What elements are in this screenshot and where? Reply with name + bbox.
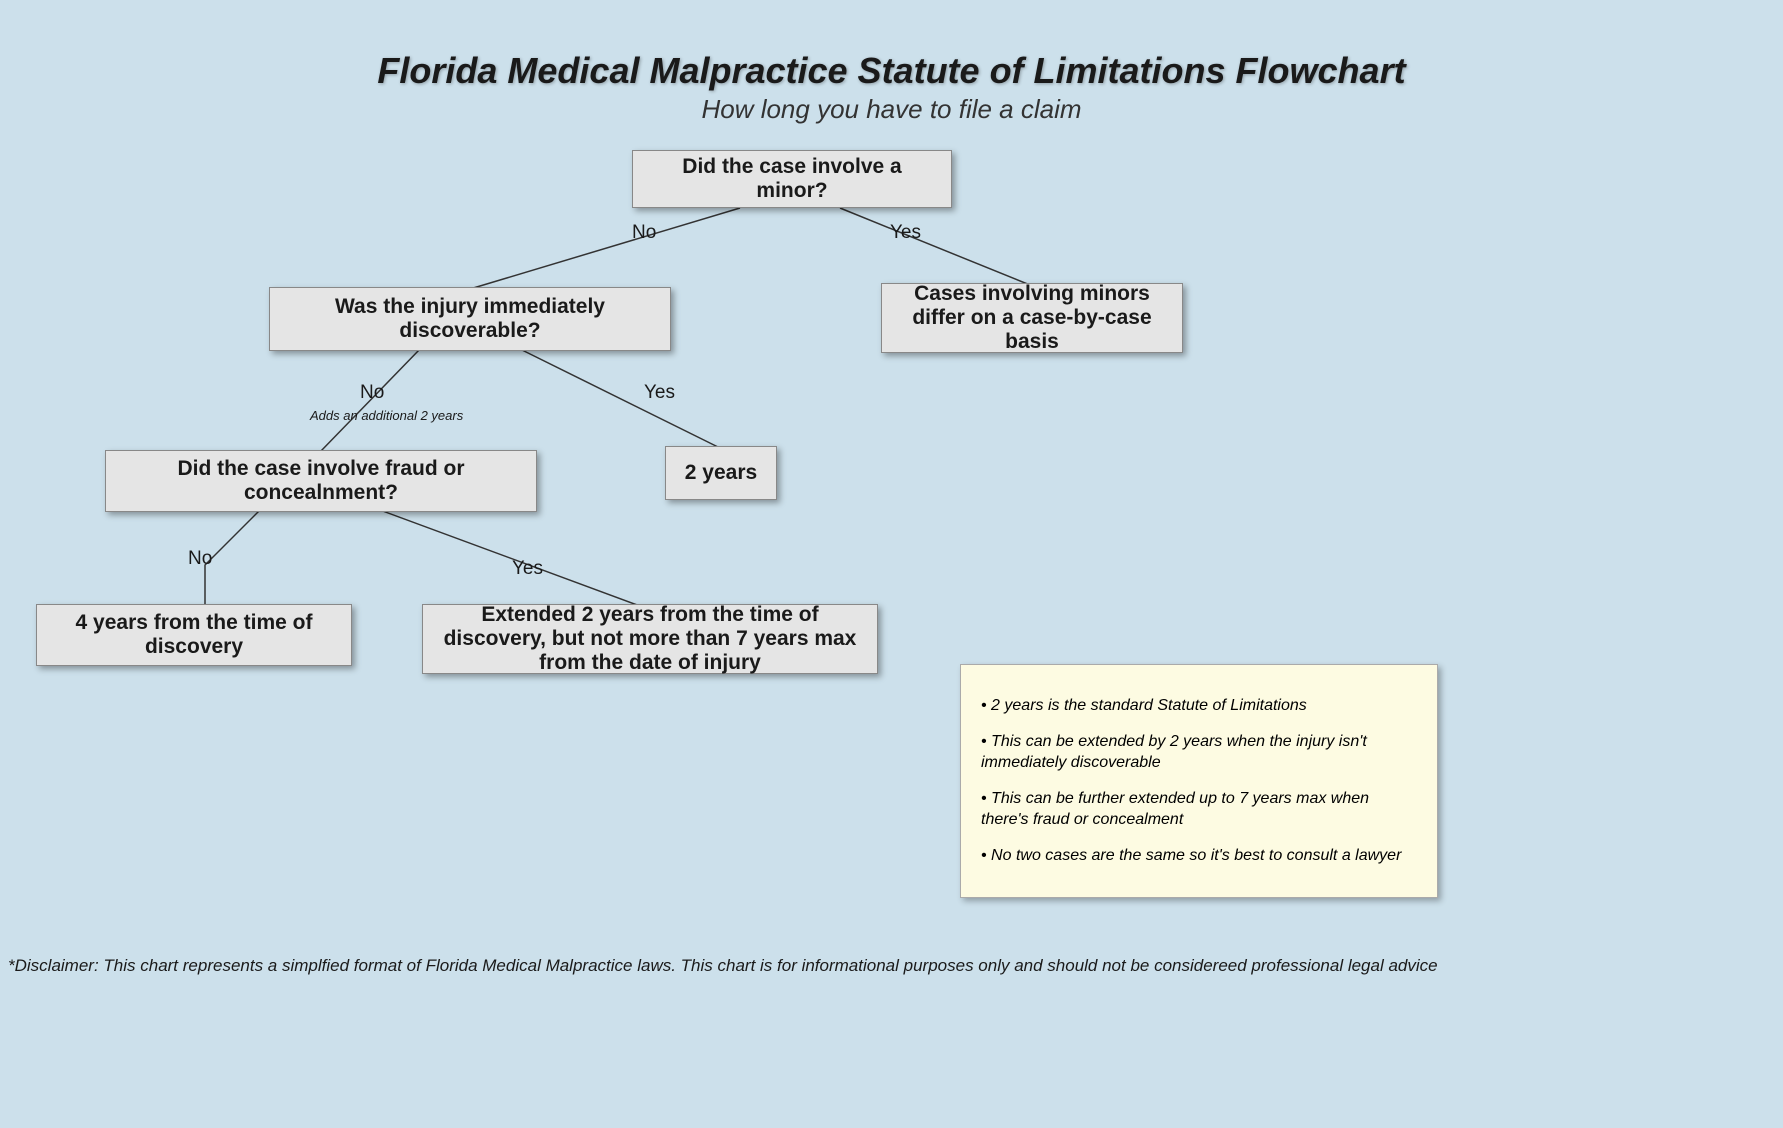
- flowchart-node: 2 years: [665, 446, 777, 500]
- legend-item: This can be further extended up to 7 yea…: [981, 788, 1417, 831]
- edge-label: Yes: [512, 558, 543, 580]
- edge-label: Yes: [890, 222, 921, 244]
- flowchart-canvas: Florida Medical Malpractice Statute of L…: [0, 0, 1783, 1128]
- chart-subtitle: How long you have to file a claim: [0, 94, 1783, 125]
- edge-label: Yes: [644, 382, 675, 404]
- disclaimer-text: *Disclaimer: This chart represents a sim…: [8, 956, 1438, 976]
- edge-note: Adds an additional 2 years: [310, 408, 463, 423]
- flowchart-node: Was the injury immediately discoverable?: [269, 287, 671, 351]
- legend-item: This can be extended by 2 years when the…: [981, 731, 1417, 774]
- chart-title: Florida Medical Malpractice Statute of L…: [0, 50, 1783, 92]
- legend-item: No two cases are the same so it's best t…: [981, 845, 1417, 867]
- flowchart-node: 4 years from the time of discovery: [36, 604, 352, 666]
- legend-list: 2 years is the standard Statute of Limit…: [981, 695, 1417, 867]
- flowchart-node: Cases involving minors differ on a case-…: [881, 283, 1183, 353]
- flowchart-node: Extended 2 years from the time of discov…: [422, 604, 878, 674]
- edge-label: No: [360, 382, 384, 404]
- legend-item: 2 years is the standard Statute of Limit…: [981, 695, 1417, 717]
- flowchart-node: Did the case involve a minor?: [632, 150, 952, 208]
- edge-label: No: [632, 222, 656, 244]
- flowchart-node: Did the case involve fraud or concealnme…: [105, 450, 537, 512]
- legend-box: 2 years is the standard Statute of Limit…: [960, 664, 1438, 898]
- edge-label: No: [188, 548, 212, 570]
